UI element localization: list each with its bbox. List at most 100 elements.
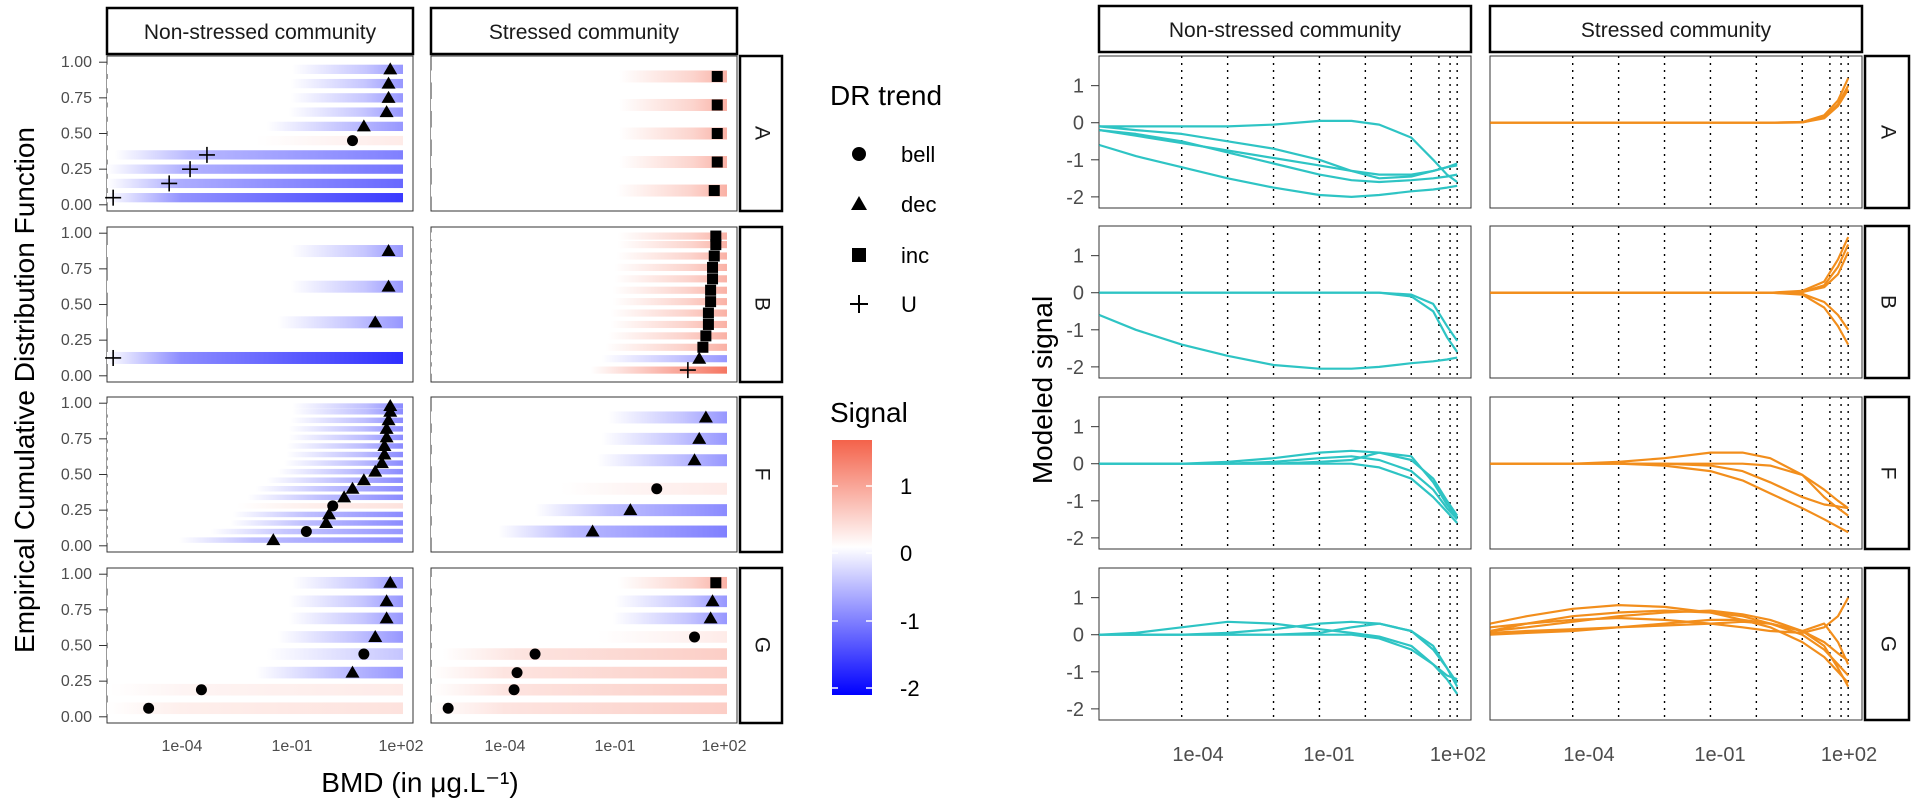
left-panel-G-2 bbox=[430, 567, 738, 724]
left-y-tick-label: 0.50 bbox=[61, 467, 92, 484]
dose-response-curve bbox=[1490, 462, 1849, 510]
right-strip-col-1: Non-stressed community bbox=[1097, 4, 1473, 54]
trend-marker-bell bbox=[327, 500, 339, 512]
signal-bar bbox=[431, 156, 727, 169]
trend-marker-bell bbox=[511, 667, 523, 679]
signal-bar bbox=[431, 366, 727, 374]
signal-bar bbox=[107, 403, 403, 409]
dose-response-curve bbox=[1490, 620, 1850, 688]
signal-bar bbox=[431, 275, 727, 283]
trend-marker-inc bbox=[697, 341, 709, 353]
trend-marker-dec bbox=[381, 413, 396, 426]
trend-marker-bell bbox=[508, 684, 520, 696]
right-panel-B-1 bbox=[1098, 225, 1472, 379]
left-panel-A-1 bbox=[105, 55, 414, 212]
left-y-tick-label: 0.00 bbox=[61, 538, 92, 555]
trend-marker-dec bbox=[705, 594, 720, 607]
signal-bar bbox=[107, 164, 403, 174]
dose-response-curve bbox=[1490, 604, 1850, 684]
right-x-tick-label: 1e-04 bbox=[1563, 744, 1614, 766]
signal-legend-break: -2 bbox=[900, 676, 920, 701]
trend-marker-inc bbox=[708, 185, 720, 197]
left-panel-F-1 bbox=[106, 396, 414, 553]
left-y-tick-label: 0.50 bbox=[61, 638, 92, 655]
left-strip-row-G: G bbox=[738, 566, 784, 725]
signal-bar bbox=[107, 150, 403, 160]
right-strip-row-A-label: A bbox=[1876, 125, 1899, 139]
trend-marker-U bbox=[198, 146, 215, 163]
trend-marker-bell bbox=[346, 135, 358, 147]
right-y-tick-label: -1 bbox=[1066, 662, 1084, 684]
dose-response-curve bbox=[1098, 313, 1458, 370]
trend-marker-inc bbox=[710, 577, 722, 589]
trend-marker-U bbox=[105, 349, 122, 366]
trend-marker-dec bbox=[379, 611, 394, 624]
signal-bar bbox=[107, 528, 403, 535]
trend-marker-dec bbox=[692, 431, 707, 444]
right-y-axis-title: Modeled signal bbox=[1027, 296, 1058, 484]
dose-response-curve bbox=[1099, 291, 1459, 342]
trend-marker-dec bbox=[356, 473, 371, 486]
right-panel-F-1 bbox=[1098, 396, 1472, 550]
signal-bar bbox=[107, 316, 403, 329]
trend-marker-U bbox=[105, 189, 122, 206]
left-y-tick-label: 0.75 bbox=[61, 431, 92, 448]
left-strip-row-A: A bbox=[738, 54, 784, 213]
dose-response-curve bbox=[1490, 609, 1849, 662]
left-strip-col-2: Stressed community bbox=[429, 6, 739, 56]
legend-bell-label: bell bbox=[901, 142, 935, 167]
trend-marker-inc bbox=[707, 273, 719, 285]
right-y-tick-label: -2 bbox=[1066, 357, 1084, 379]
trend-marker-inc bbox=[710, 230, 722, 242]
left-strip-col-1-label: Non-stressed community bbox=[144, 21, 377, 44]
legend-bell-entry: bell bbox=[852, 142, 935, 167]
dose-response-curve bbox=[1099, 129, 1458, 184]
left-panels bbox=[105, 55, 738, 724]
trend-marker-inc bbox=[705, 284, 717, 296]
left-x-tick-label: 1e+02 bbox=[702, 738, 747, 755]
right-strip-row-B: B bbox=[1863, 224, 1911, 380]
left-y-tick-label: 1.00 bbox=[61, 395, 92, 412]
signal-bar bbox=[431, 631, 727, 643]
trend-marker-inc bbox=[702, 307, 714, 319]
signal-bar bbox=[431, 343, 727, 351]
dec-marker-icon bbox=[851, 196, 867, 210]
signal-bar bbox=[431, 525, 727, 538]
left-y-tick-label: 0.50 bbox=[61, 126, 92, 143]
legend-dec-label: dec bbox=[901, 192, 936, 217]
signal-bar bbox=[107, 477, 403, 483]
left-y-tick-label: 1.00 bbox=[61, 566, 92, 583]
trend-marker-U bbox=[182, 161, 199, 178]
signal-bar bbox=[431, 411, 727, 424]
signal-bar bbox=[431, 504, 727, 517]
trend-marker-dec bbox=[368, 315, 383, 328]
legend-dec-entry: dec bbox=[851, 192, 936, 217]
trend-marker-inc bbox=[711, 128, 723, 139]
signal-bar bbox=[107, 460, 403, 466]
signal-bar bbox=[107, 409, 403, 415]
legend-inc-label: inc bbox=[901, 243, 929, 268]
trend-marker-dec bbox=[319, 515, 334, 528]
signal-bar bbox=[431, 298, 727, 306]
right-y-tick-label: 0 bbox=[1073, 283, 1084, 305]
right-panel-A-1 bbox=[1098, 55, 1472, 209]
left-strip-row-B-label: B bbox=[750, 297, 773, 311]
trend-marker-dec bbox=[368, 629, 383, 642]
right-x-tick-label: 1e+02 bbox=[1430, 744, 1486, 766]
right-x-ticks-col-1: 1e-04 1e-01 1e+02 bbox=[1172, 744, 1486, 766]
trend-marker-inc bbox=[702, 318, 714, 330]
signal-bar bbox=[431, 232, 727, 240]
trend-marker-U bbox=[161, 175, 178, 192]
trend-marker-dec bbox=[383, 575, 398, 588]
signal-bar bbox=[431, 612, 727, 625]
bell-marker-icon bbox=[852, 147, 866, 161]
right-panel-G-1 bbox=[1098, 567, 1472, 721]
right-y-tick-label: 1 bbox=[1073, 417, 1084, 439]
trend-marker-bell bbox=[529, 648, 541, 660]
trend-marker-dec bbox=[383, 62, 398, 75]
trend-marker-dec bbox=[368, 464, 383, 477]
right-y-tick-label: -2 bbox=[1066, 187, 1084, 209]
left-x-axis-title: BMD (in μg.L⁻¹) bbox=[321, 767, 518, 798]
dose-response-curve bbox=[1099, 119, 1458, 183]
left-y-tick-label: 0.75 bbox=[61, 90, 92, 107]
